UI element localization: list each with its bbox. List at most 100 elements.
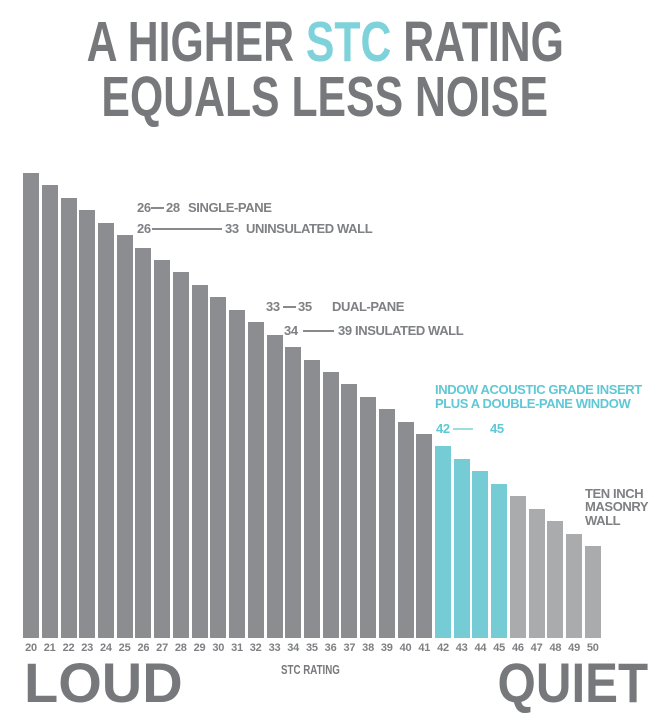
- annotation-42: 42: [436, 421, 450, 436]
- bar-stc-26: [135, 248, 152, 638]
- annotation-35: 35: [298, 299, 312, 314]
- axis-label-20: 20: [25, 642, 37, 654]
- axis-label-40: 40: [399, 642, 412, 654]
- axis-label-50: 50: [586, 642, 599, 654]
- annotation-connector-line: [453, 428, 473, 430]
- title-text-pre: A HIGHER: [86, 10, 306, 74]
- bar-stc-29: [191, 285, 208, 638]
- annotation-connector-line: [303, 330, 334, 332]
- bar-stc-41: [416, 434, 433, 638]
- annotation-plus-a-double-pane-window: PLUS A DOUBLE-PANE WINDOW: [435, 396, 631, 411]
- bar-stc-34: [285, 347, 302, 638]
- chart-title: A HIGHER STC RATING EQUALS LESS NOISE: [0, 14, 650, 129]
- axis-label-22: 22: [62, 642, 75, 654]
- bar-stc-24: [97, 223, 114, 638]
- title-line-1: A HIGHER STC RATING: [0, 14, 650, 71]
- axis-label-41: 41: [418, 642, 431, 654]
- axis-label-37: 37: [343, 642, 356, 654]
- annotation-uninsulated-wall: UNINSULATED WALL: [246, 221, 373, 236]
- title-text-post: RATING: [391, 10, 564, 74]
- axis-label-38: 38: [362, 642, 375, 654]
- bar-stc-22: [60, 198, 77, 638]
- bar-stc-50: [584, 546, 601, 638]
- annotation-45: 45: [490, 421, 504, 436]
- bar-stc-27: [154, 260, 171, 638]
- axis-label-26: 26: [137, 642, 150, 654]
- annotation-ten-inch: TEN INCH: [585, 486, 644, 501]
- axis-label-25: 25: [118, 642, 131, 654]
- annotation-39: 39: [338, 323, 352, 338]
- annotation-dual-pane: DUAL-PANE: [332, 299, 404, 314]
- axis-label-27: 27: [156, 642, 169, 654]
- bar-stc-30: [210, 297, 227, 638]
- annotation-masonry: MASONRY: [585, 499, 649, 514]
- bar-stc-21: [41, 185, 58, 638]
- axis-label-39: 39: [380, 642, 393, 654]
- bar-stc-37: [341, 384, 358, 638]
- bar-stc-39: [378, 409, 395, 638]
- bar-stc-38: [360, 397, 377, 638]
- bar-stc-43: [453, 459, 470, 638]
- axis-label-48: 48: [549, 642, 562, 654]
- axis-label-45: 45: [493, 642, 506, 654]
- axis-label-29: 29: [193, 642, 206, 654]
- bar-stc-31: [229, 310, 245, 638]
- bar-stc-25: [116, 235, 133, 638]
- annotation-insulated-wall: INSULATED WALL: [355, 323, 464, 338]
- bar-stc-42: [435, 446, 451, 638]
- bar-stc-45: [491, 484, 508, 638]
- title-highlight-stc: STC: [305, 10, 392, 74]
- bar-stc-47: [528, 509, 545, 638]
- annotation-wall: WALL: [585, 513, 621, 528]
- axis-label-21: 21: [43, 642, 56, 654]
- axis-label-46: 46: [511, 642, 524, 654]
- bar-stc-46: [509, 496, 526, 638]
- bar-stc-49: [566, 534, 583, 638]
- axis-label-42: 42: [437, 642, 449, 654]
- axis-label-35: 35: [305, 642, 318, 654]
- x-axis-title-text: STC RATING: [281, 662, 340, 677]
- quiet-label: QUIET: [477, 655, 648, 711]
- axis-label-47: 47: [530, 642, 543, 654]
- annotation-33: 33: [225, 221, 239, 236]
- bar-stc-36: [322, 372, 339, 638]
- annotation-connector-line: [152, 228, 222, 230]
- bar-stc-44: [472, 471, 489, 638]
- annotation-34: 34: [284, 323, 298, 338]
- axis-label-31: 31: [231, 642, 243, 654]
- axis-label-34: 34: [287, 642, 300, 654]
- axis-label-36: 36: [324, 642, 337, 654]
- axis-label-24: 24: [99, 642, 112, 654]
- bar-stc-33: [266, 335, 283, 638]
- axis-label-49: 49: [568, 642, 581, 654]
- annotation-26: 26: [137, 200, 151, 215]
- annotation-connector-line: [283, 306, 296, 308]
- axis-label-23: 23: [81, 642, 94, 654]
- x-axis-title: STC RATING: [281, 662, 359, 677]
- annotation-33: 33: [266, 299, 280, 314]
- bar-stc-40: [397, 422, 414, 638]
- annotation-26: 26: [137, 221, 151, 236]
- bar-stc-23: [79, 210, 96, 638]
- loud-label: LOUD: [24, 651, 183, 714]
- axis-label-32: 32: [249, 642, 262, 654]
- bar-stc-20: [23, 173, 39, 638]
- annotation-single-pane: SINGLE-PANE: [188, 200, 272, 215]
- annotation-28: 28: [166, 200, 180, 215]
- bar-stc-28: [172, 272, 189, 638]
- bar-stc-35: [303, 360, 320, 638]
- annotation-indow-acoustic-grade-insert: INDOW ACOUSTIC GRADE INSERT: [435, 382, 642, 397]
- annotation-connector-line: [151, 207, 164, 209]
- title-line-2: EQUALS LESS NOISE: [0, 65, 650, 129]
- axis-label-33: 33: [268, 642, 281, 654]
- axis-label-44: 44: [474, 642, 487, 654]
- title-text-line2: EQUALS LESS NOISE: [101, 65, 549, 129]
- axis-label-43: 43: [455, 642, 468, 654]
- axis-label-28: 28: [174, 642, 187, 654]
- quiet-label-text: QUIET: [497, 651, 648, 714]
- bar-stc-32: [247, 322, 264, 638]
- axis-label-30: 30: [212, 642, 225, 654]
- bar-stc-48: [547, 521, 564, 638]
